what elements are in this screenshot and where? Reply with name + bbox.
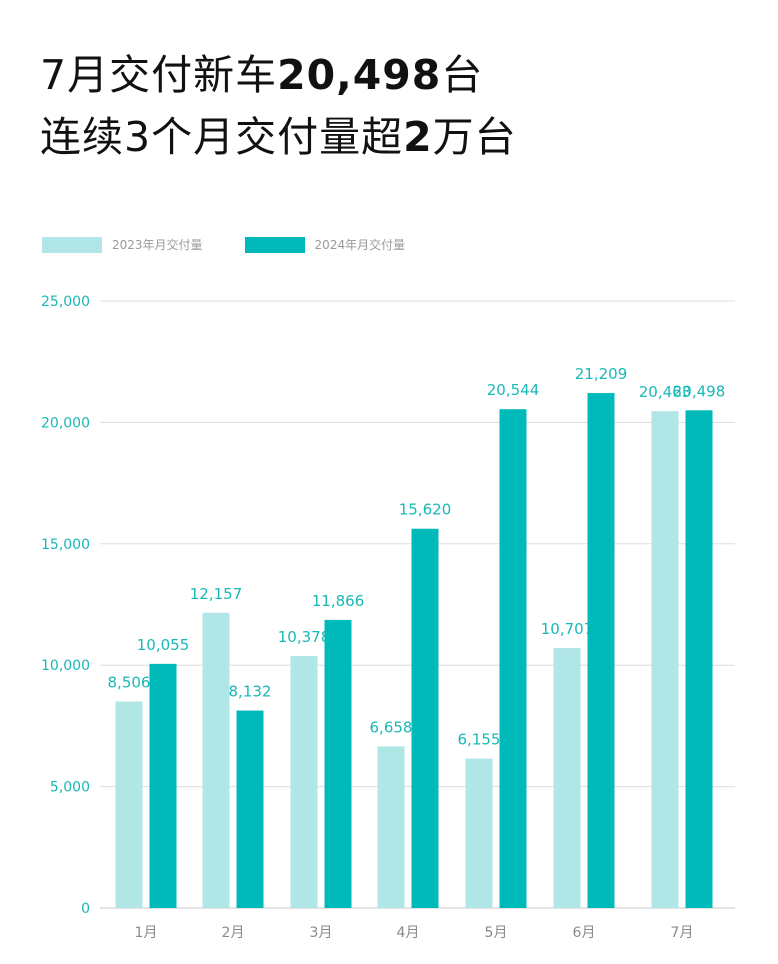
headline-line-1-suffix: 台 xyxy=(441,51,484,99)
bar-2024 xyxy=(324,619,352,908)
headline-line-1-prefix: 7月交付新车 xyxy=(40,51,278,99)
data-label: 10,707 xyxy=(541,620,594,638)
legend-label-2023: 2023年月交付量 xyxy=(112,238,203,252)
data-label: 20,544 xyxy=(487,381,540,399)
data-label: 12,157 xyxy=(190,585,243,603)
bar-2024 xyxy=(411,528,439,908)
y-tick-label: 20,000 xyxy=(41,415,90,431)
data-label: 15,620 xyxy=(399,501,452,519)
bar-2024 xyxy=(236,710,264,908)
data-label: 21,209 xyxy=(575,365,628,383)
headline-line-1: 7月交付新车20,498台 xyxy=(40,44,517,106)
bar-2023 xyxy=(553,648,581,908)
headline-line-2-prefix: 连续3个月交付量超 xyxy=(40,113,404,161)
bar-2023 xyxy=(377,746,405,908)
legend-swatch-2023 xyxy=(42,236,102,253)
data-label: 10,055 xyxy=(137,636,190,654)
bar-2024 xyxy=(587,393,615,908)
chart-legend: 2023年月交付量 2024年月交付量 xyxy=(42,236,447,253)
y-tick-label: 15,000 xyxy=(41,537,90,553)
data-label: 20,498 xyxy=(673,382,726,400)
legend-item-2024: 2024年月交付量 xyxy=(244,236,406,253)
y-tick-label: 5,000 xyxy=(50,780,90,796)
legend-item-2023: 2023年月交付量 xyxy=(42,236,203,253)
bar-2024 xyxy=(149,663,177,908)
headline-line-2-suffix: 万台 xyxy=(432,113,517,161)
bar-2024 xyxy=(685,410,713,908)
x-tick-label: 6月 xyxy=(573,925,596,941)
x-tick-label: 1月 xyxy=(135,925,158,941)
headline-line-1-number: 20,498 xyxy=(277,51,442,99)
bar-2023 xyxy=(465,758,493,908)
y-tick-label: 10,000 xyxy=(41,658,90,674)
headline-line-2-number: 2 xyxy=(403,113,433,161)
data-label: 8,506 xyxy=(108,673,151,691)
y-tick-label: 0 xyxy=(81,901,90,917)
legend-swatch-2024 xyxy=(244,236,305,253)
x-tick-label: 3月 xyxy=(310,925,333,941)
data-label: 11,866 xyxy=(312,592,365,610)
x-tick-label: 4月 xyxy=(397,925,420,941)
headline: 7月交付新车20,498台 连续3个月交付量超2万台 xyxy=(40,44,517,168)
x-tick-label: 2月 xyxy=(222,925,245,941)
data-label: 20,463 xyxy=(639,383,692,401)
x-tick-label: 7月 xyxy=(671,925,694,941)
x-tick-label: 5月 xyxy=(485,925,508,941)
data-label: 10,378 xyxy=(278,628,331,646)
bar-2023 xyxy=(651,411,679,908)
data-label: 6,155 xyxy=(458,731,501,749)
legend-label-2024: 2024年月交付量 xyxy=(314,238,406,252)
data-label: 8,132 xyxy=(229,683,272,701)
headline-line-2: 连续3个月交付量超2万台 xyxy=(40,106,517,168)
y-tick-label: 25,000 xyxy=(41,294,90,310)
bar-2024 xyxy=(499,409,527,908)
bar-2023 xyxy=(290,656,318,908)
bar-2023 xyxy=(115,701,143,908)
data-label: 6,658 xyxy=(370,718,413,736)
bar-2023 xyxy=(202,612,230,908)
